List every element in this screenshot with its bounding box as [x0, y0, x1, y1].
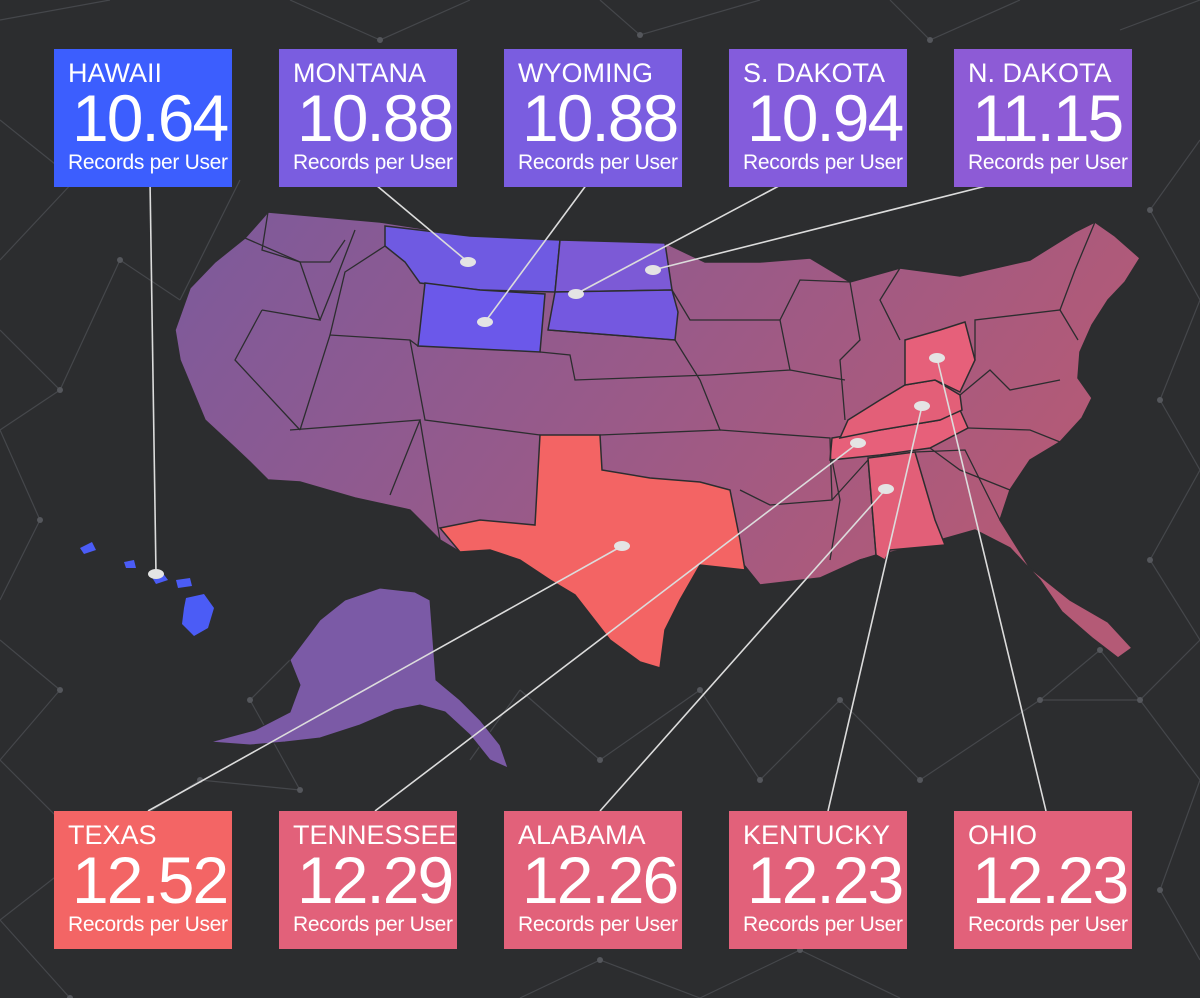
stat-card-ohio: OHIO 12.23 Records per User [954, 811, 1132, 949]
stat-value: 12.23 [972, 843, 1129, 917]
state-borders [234, 211, 1096, 561]
kentucky-shape [838, 379, 963, 440]
stat-unit: Records per User [293, 151, 453, 174]
stat-unit: Records per User [68, 151, 228, 174]
stat-card-hawaii: HAWAII 10.64 Records per User [54, 49, 232, 187]
wyoming-shape [417, 282, 546, 353]
stat-card-tennessee: TENNESSEE 12.29 Records per User [279, 811, 457, 949]
stat-value: 12.52 [72, 843, 229, 917]
state-name: KENTUCKY [743, 820, 891, 850]
hawaii-islands [80, 542, 214, 636]
stat-card-wyoming: WYOMING 10.88 Records per User [504, 49, 682, 187]
stat-card-alabama: ALABAMA 12.26 Records per User [504, 811, 682, 949]
state-name: TEXAS [68, 820, 157, 850]
marker-dot-kentucky [914, 401, 930, 411]
texas-shape [438, 434, 746, 669]
stat-unit: Records per User [518, 913, 678, 936]
leader-line-kentucky [827, 405, 923, 812]
leader-line-ndakota [652, 179, 1011, 271]
state-name: WYOMING [518, 58, 653, 88]
leader-line-wyoming [484, 179, 591, 323]
stat-value: 10.94 [747, 81, 904, 155]
stat-unit: Records per User [293, 913, 453, 936]
stat-value: 10.88 [522, 81, 679, 155]
leader-line-alabama [599, 488, 887, 812]
alabama-shape [867, 451, 947, 562]
marker-dot-tennessee [850, 438, 866, 448]
contiguous-us-outline [174, 211, 1141, 669]
state-name: ALABAMA [518, 820, 646, 850]
stat-unit: Records per User [743, 151, 903, 174]
leader-lines [147, 179, 1047, 812]
stat-value: 12.26 [522, 843, 679, 917]
stat-card-montana: MONTANA 10.88 Records per User [279, 49, 457, 187]
stat-unit: Records per User [743, 913, 903, 936]
state-name: OHIO [968, 820, 1038, 850]
marker-dot-texas [614, 541, 630, 551]
stat-value: 10.64 [72, 81, 229, 155]
marker-dot-wyoming [477, 317, 493, 327]
stat-value: 12.23 [747, 843, 904, 917]
marker-dot-sdakota [568, 289, 584, 299]
state-name: MONTANA [293, 58, 426, 88]
stat-unit: Records per User [968, 151, 1128, 174]
marker-dot-ohio [929, 353, 945, 363]
marker-dot-ndakota [645, 265, 661, 275]
stat-card-kentucky: KENTUCKY 12.23 Records per User [729, 811, 907, 949]
leader-line-ohio [936, 357, 1047, 812]
marker-dot-hawaii [148, 569, 164, 579]
stat-unit: Records per User [68, 913, 228, 936]
state-name: TENNESSEE [293, 820, 457, 850]
alaska-shape [209, 587, 509, 769]
stat-card-texas: TEXAS 12.52 Records per User [54, 811, 232, 949]
leader-line-sdakota [575, 179, 791, 295]
state-name: N. DAKOTA [968, 58, 1112, 88]
south-dakota-shape [547, 289, 679, 341]
stat-value: 12.29 [297, 843, 454, 917]
stat-card-north-dakota: N. DAKOTA 11.15 Records per User [954, 49, 1132, 187]
leader-line-hawaii [149, 179, 157, 575]
stat-value: 11.15 [972, 81, 1124, 155]
leader-line-texas [147, 545, 623, 812]
stat-unit: Records per User [968, 913, 1128, 936]
marker-dot-montana [460, 257, 476, 267]
stat-unit: Records per User [518, 151, 678, 174]
state-name: S. DAKOTA [743, 58, 886, 88]
leader-line-montana [369, 179, 469, 263]
stat-value: 10.88 [297, 81, 454, 155]
stat-card-south-dakota: S. DAKOTA 10.94 Records per User [729, 49, 907, 187]
leader-line-tennessee [374, 442, 859, 812]
state-name: HAWAII [68, 58, 162, 88]
marker-dot-alabama [878, 484, 894, 494]
